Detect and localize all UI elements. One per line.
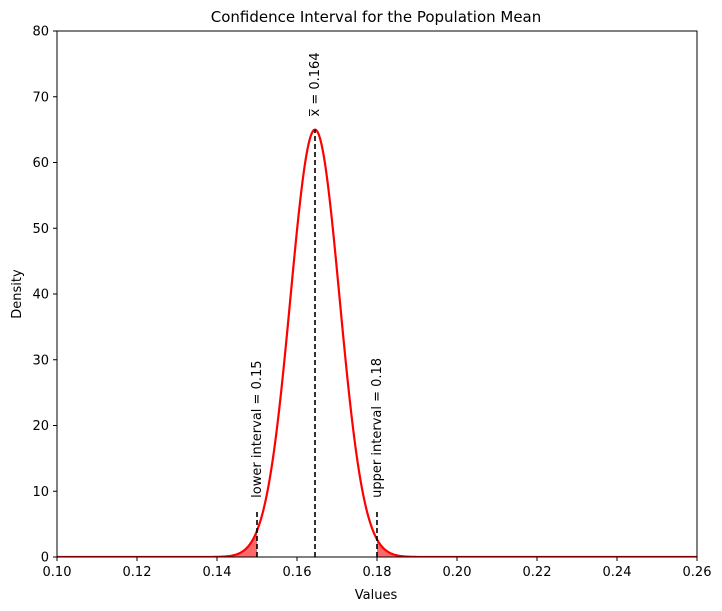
y-tick-label: 60 [32, 156, 49, 171]
plot-area: 0.10 0.12 0.14 0.16 0.18 0.20 0.22 0.24 0.26 0 10 2… [32, 25, 711, 581]
x-tick-label: 0.26 [683, 565, 712, 580]
clipped-plot-group [57, 128, 697, 557]
y-tick-label: 70 [32, 90, 49, 105]
y-tick-label: 0 [41, 551, 49, 566]
y-tick-label: 30 [32, 353, 49, 368]
lower-interval-annotation: lower interval = 0.15 [250, 360, 265, 497]
x-tick-label: 0.16 [283, 565, 312, 580]
y-tick-label: 10 [32, 485, 49, 500]
y-tick-label: 80 [32, 25, 49, 40]
x-tick-label: 0.10 [43, 565, 72, 580]
x-tick-label: 0.18 [363, 565, 392, 580]
y-tick-label: 50 [32, 222, 49, 237]
mean-annotation: x̅ = 0.164 [308, 52, 323, 116]
y-tick-label: 20 [32, 419, 49, 434]
x-tick-label: 0.24 [603, 565, 632, 580]
x-tick-label: 0.20 [443, 565, 472, 580]
x-tick-label: 0.12 [123, 565, 152, 580]
x-axis-label: Values [355, 588, 398, 603]
upper-interval-annotation: upper interval = 0.18 [370, 358, 385, 498]
y-axis-label: Density [10, 269, 25, 319]
x-tick-label: 0.14 [203, 565, 232, 580]
lower-tail-shading [57, 530, 257, 557]
x-tick-label: 0.22 [523, 565, 552, 580]
y-tick-label: 40 [32, 288, 49, 303]
chart-title: Confidence Interval for the Population M… [211, 8, 542, 26]
upper-tail-shading [377, 539, 697, 557]
